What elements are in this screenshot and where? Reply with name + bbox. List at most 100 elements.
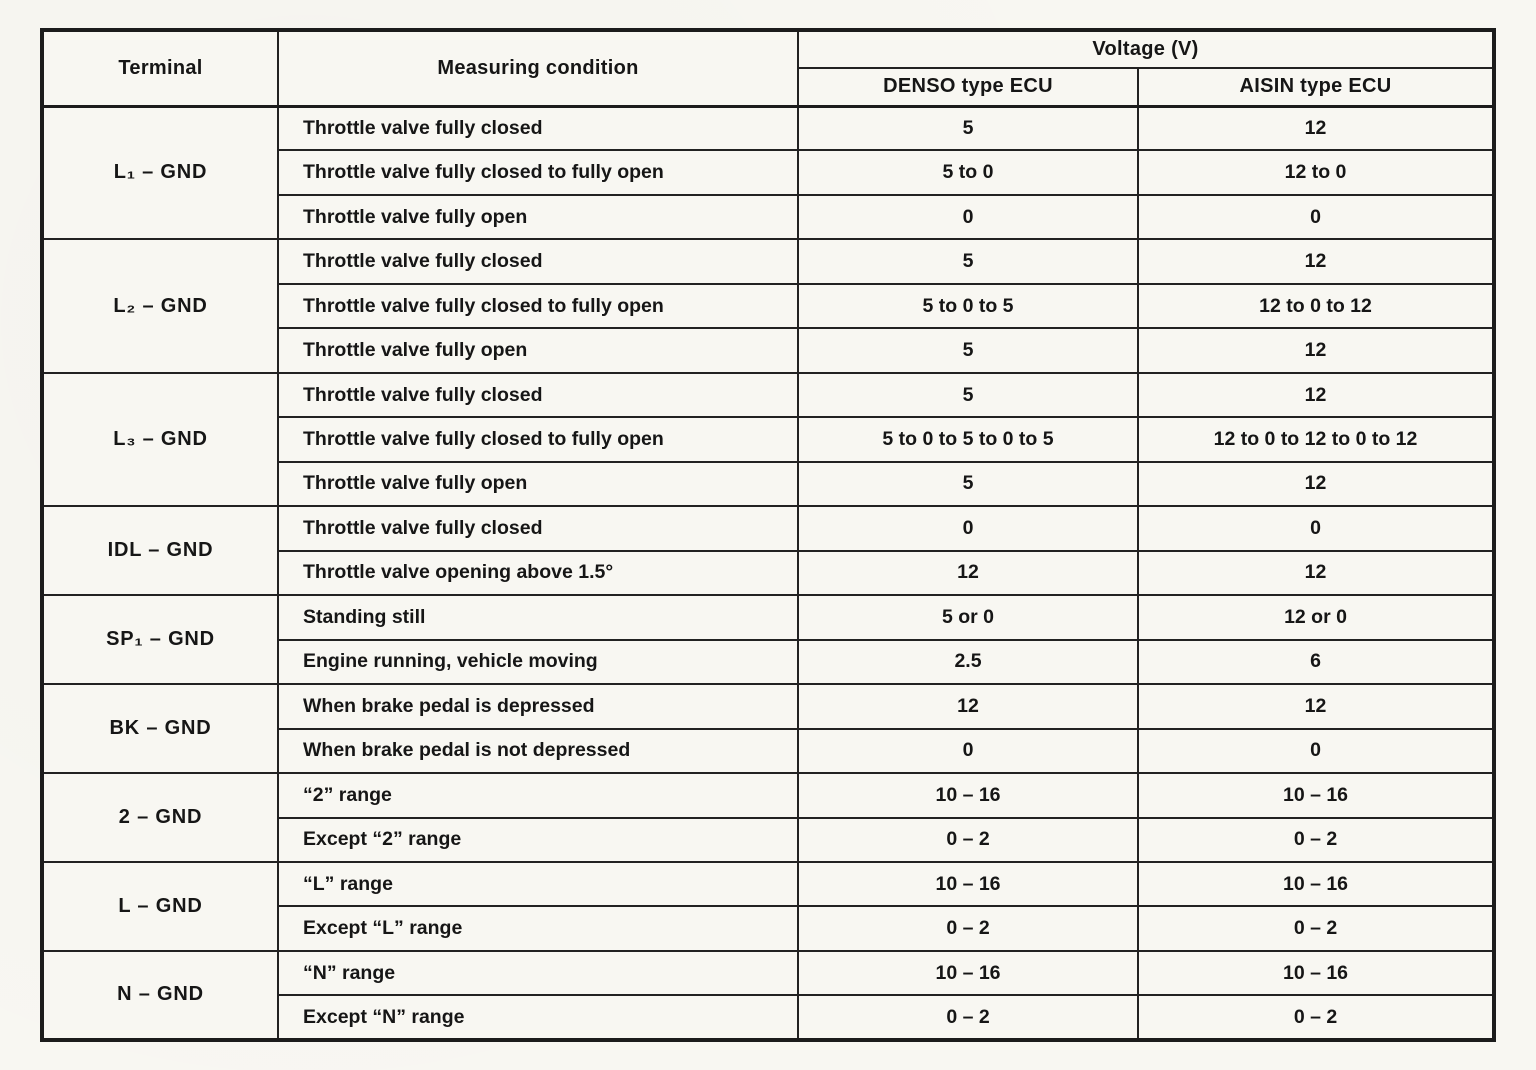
measuring-condition-cell: Except “N” range: [277, 994, 799, 1041]
aisin-voltage-cell: 12: [1137, 104, 1495, 152]
header-measuring-condition: Measuring condition: [277, 29, 799, 107]
measuring-condition-cell: “L” range: [277, 860, 799, 908]
terminal-cell: 2 – GND: [41, 772, 279, 863]
terminal-cell: IDL – GND: [41, 505, 279, 597]
table-row: 2 – GND “2” range 10 – 16 10 – 16: [41, 772, 1495, 863]
aisin-voltage-cell: 0 – 2: [1137, 816, 1495, 863]
denso-voltage-cell: 0 – 2: [797, 816, 1139, 863]
table-row: L₁ – GND Throttle valve fully closed 5 12: [41, 104, 1495, 241]
terminal-cell: L₁ – GND: [41, 104, 279, 241]
aisin-voltage-cell: 12 to 0: [1137, 149, 1495, 196]
table-row: Throttle valve fully open 5 12: [42, 327, 1495, 374]
ecu-terminal-voltage-table: Terminal Measuring condition Voltage (V)…: [40, 28, 1496, 1042]
header-denso-ecu: DENSO type ECU: [797, 67, 1139, 107]
table-row: Throttle valve fully open 5 12: [42, 460, 1495, 508]
aisin-voltage-cell: 0: [1137, 505, 1495, 552]
denso-voltage-cell: 5 to 0: [797, 149, 1139, 196]
measuring-condition-cell: Throttle valve fully open: [277, 193, 799, 241]
measuring-condition-cell: “N” range: [277, 949, 799, 997]
table-header: Terminal Measuring condition Voltage (V)…: [41, 29, 1495, 107]
header-row-main: Terminal Measuring condition Voltage (V): [41, 29, 1495, 107]
denso-voltage-cell: 5 to 0 to 5 to 0 to 5: [797, 416, 1139, 463]
table-row: BK – GND When brake pedal is depressed 12 1…: [41, 683, 1495, 775]
measuring-condition-cell: Throttle valve fully closed: [277, 505, 799, 552]
denso-voltage-cell: 5: [797, 104, 1139, 152]
table-row: SP₁ – GND Standing still 5 or 0 12 or 0: [41, 594, 1495, 686]
measuring-condition-cell: When brake pedal is not depressed: [277, 727, 799, 775]
measuring-condition-cell: Throttle valve fully closed: [277, 238, 799, 285]
denso-voltage-cell: 10 – 16: [797, 860, 1139, 908]
terminal-cell: BK – GND: [41, 683, 279, 775]
measuring-condition-cell: Standing still: [277, 594, 799, 641]
terminal-cell: L₃ – GND: [41, 371, 279, 508]
measuring-condition-cell: Throttle valve opening above 1.5°: [277, 549, 799, 597]
denso-voltage-cell: 5 to 0 to 5: [797, 282, 1139, 330]
aisin-voltage-cell: 12 to 0 to 12 to 0 to 12: [1137, 416, 1495, 463]
denso-voltage-cell: 5: [797, 371, 1139, 419]
measuring-condition-cell: Engine running, vehicle moving: [277, 638, 799, 686]
table-row: L – GND “L” range 10 – 16 10 – 16: [41, 860, 1495, 952]
aisin-voltage-cell: 12 or 0: [1137, 594, 1495, 641]
denso-voltage-cell: 12: [797, 549, 1139, 597]
table-row: Throttle valve fully closed to fully ope…: [42, 416, 1495, 463]
aisin-voltage-cell: 12 to 0 to 12: [1137, 282, 1495, 330]
denso-voltage-cell: 0 – 2: [797, 994, 1139, 1041]
aisin-voltage-cell: 0: [1137, 193, 1495, 241]
aisin-voltage-cell: 0: [1137, 727, 1495, 775]
table-row: N – GND “N” range 10 – 16 10 – 16: [41, 949, 1495, 1042]
table-row: Throttle valve fully closed to fully ope…: [42, 149, 1495, 196]
denso-voltage-cell: 2.5: [797, 638, 1139, 686]
aisin-voltage-cell: 0 – 2: [1137, 905, 1495, 952]
denso-voltage-cell: 12: [797, 683, 1139, 730]
measuring-condition-cell: Except “L” range: [277, 905, 799, 952]
aisin-voltage-cell: 12: [1137, 327, 1495, 374]
table-row: L₃ – GND Throttle valve fully closed 5 12: [41, 371, 1495, 508]
denso-voltage-cell: 0: [797, 505, 1139, 552]
table-body: L₁ – GND Throttle valve fully closed 5 12 Th…: [41, 104, 1495, 1042]
header-voltage: Voltage (V): [797, 29, 1495, 69]
measuring-condition-cell: When brake pedal is depressed: [277, 683, 799, 730]
measuring-condition-cell: Throttle valve fully closed to fully ope…: [277, 416, 799, 463]
table-row: Engine running, vehicle moving 2.5 6: [42, 638, 1495, 686]
aisin-voltage-cell: 10 – 16: [1137, 949, 1495, 997]
aisin-voltage-cell: 10 – 16: [1137, 860, 1495, 908]
aisin-voltage-cell: 6: [1137, 638, 1495, 686]
table-row: Throttle valve fully closed to fully ope…: [42, 282, 1495, 330]
table-row: Throttle valve fully open 0 0: [42, 193, 1495, 241]
measuring-condition-cell: Throttle valve fully closed to fully ope…: [277, 149, 799, 196]
measuring-condition-cell: Throttle valve fully closed: [277, 104, 799, 152]
denso-voltage-cell: 10 – 16: [797, 772, 1139, 819]
aisin-voltage-cell: 12: [1137, 549, 1495, 597]
terminal-cell: L – GND: [41, 860, 279, 952]
aisin-voltage-cell: 12: [1137, 371, 1495, 419]
measuring-condition-cell: Throttle valve fully open: [277, 460, 799, 508]
table-row: When brake pedal is not depressed 0 0: [42, 727, 1495, 775]
denso-voltage-cell: 5: [797, 460, 1139, 508]
denso-voltage-cell: 10 – 16: [797, 949, 1139, 997]
aisin-voltage-cell: 12: [1137, 460, 1495, 508]
aisin-voltage-cell: 12: [1137, 683, 1495, 730]
terminal-cell: L₂ – GND: [41, 238, 279, 374]
table-row: L₂ – GND Throttle valve fully closed 5 12: [41, 238, 1495, 374]
measuring-condition-cell: Throttle valve fully open: [277, 327, 799, 374]
header-row-ecu-types: DENSO type ECU AISIN type ECU: [42, 67, 1495, 107]
header-aisin-ecu: AISIN type ECU: [1137, 67, 1495, 107]
measuring-condition-cell: Except “2” range: [277, 816, 799, 863]
denso-voltage-cell: 0: [797, 727, 1139, 775]
measuring-condition-cell: Throttle valve fully closed: [277, 371, 799, 419]
denso-voltage-cell: 5: [797, 238, 1139, 285]
aisin-voltage-cell: 0 – 2: [1137, 994, 1495, 1041]
terminal-cell: N – GND: [41, 949, 279, 1042]
denso-voltage-cell: 5: [797, 327, 1139, 374]
denso-voltage-cell: 5 or 0: [797, 594, 1139, 641]
denso-voltage-cell: 0: [797, 193, 1139, 241]
table-row: IDL – GND Throttle valve fully closed 0 0: [41, 505, 1495, 597]
measuring-condition-cell: Throttle valve fully closed to fully ope…: [277, 282, 799, 330]
measuring-condition-cell: “2” range: [277, 772, 799, 819]
terminal-cell: SP₁ – GND: [41, 594, 279, 686]
aisin-voltage-cell: 12: [1137, 238, 1495, 285]
